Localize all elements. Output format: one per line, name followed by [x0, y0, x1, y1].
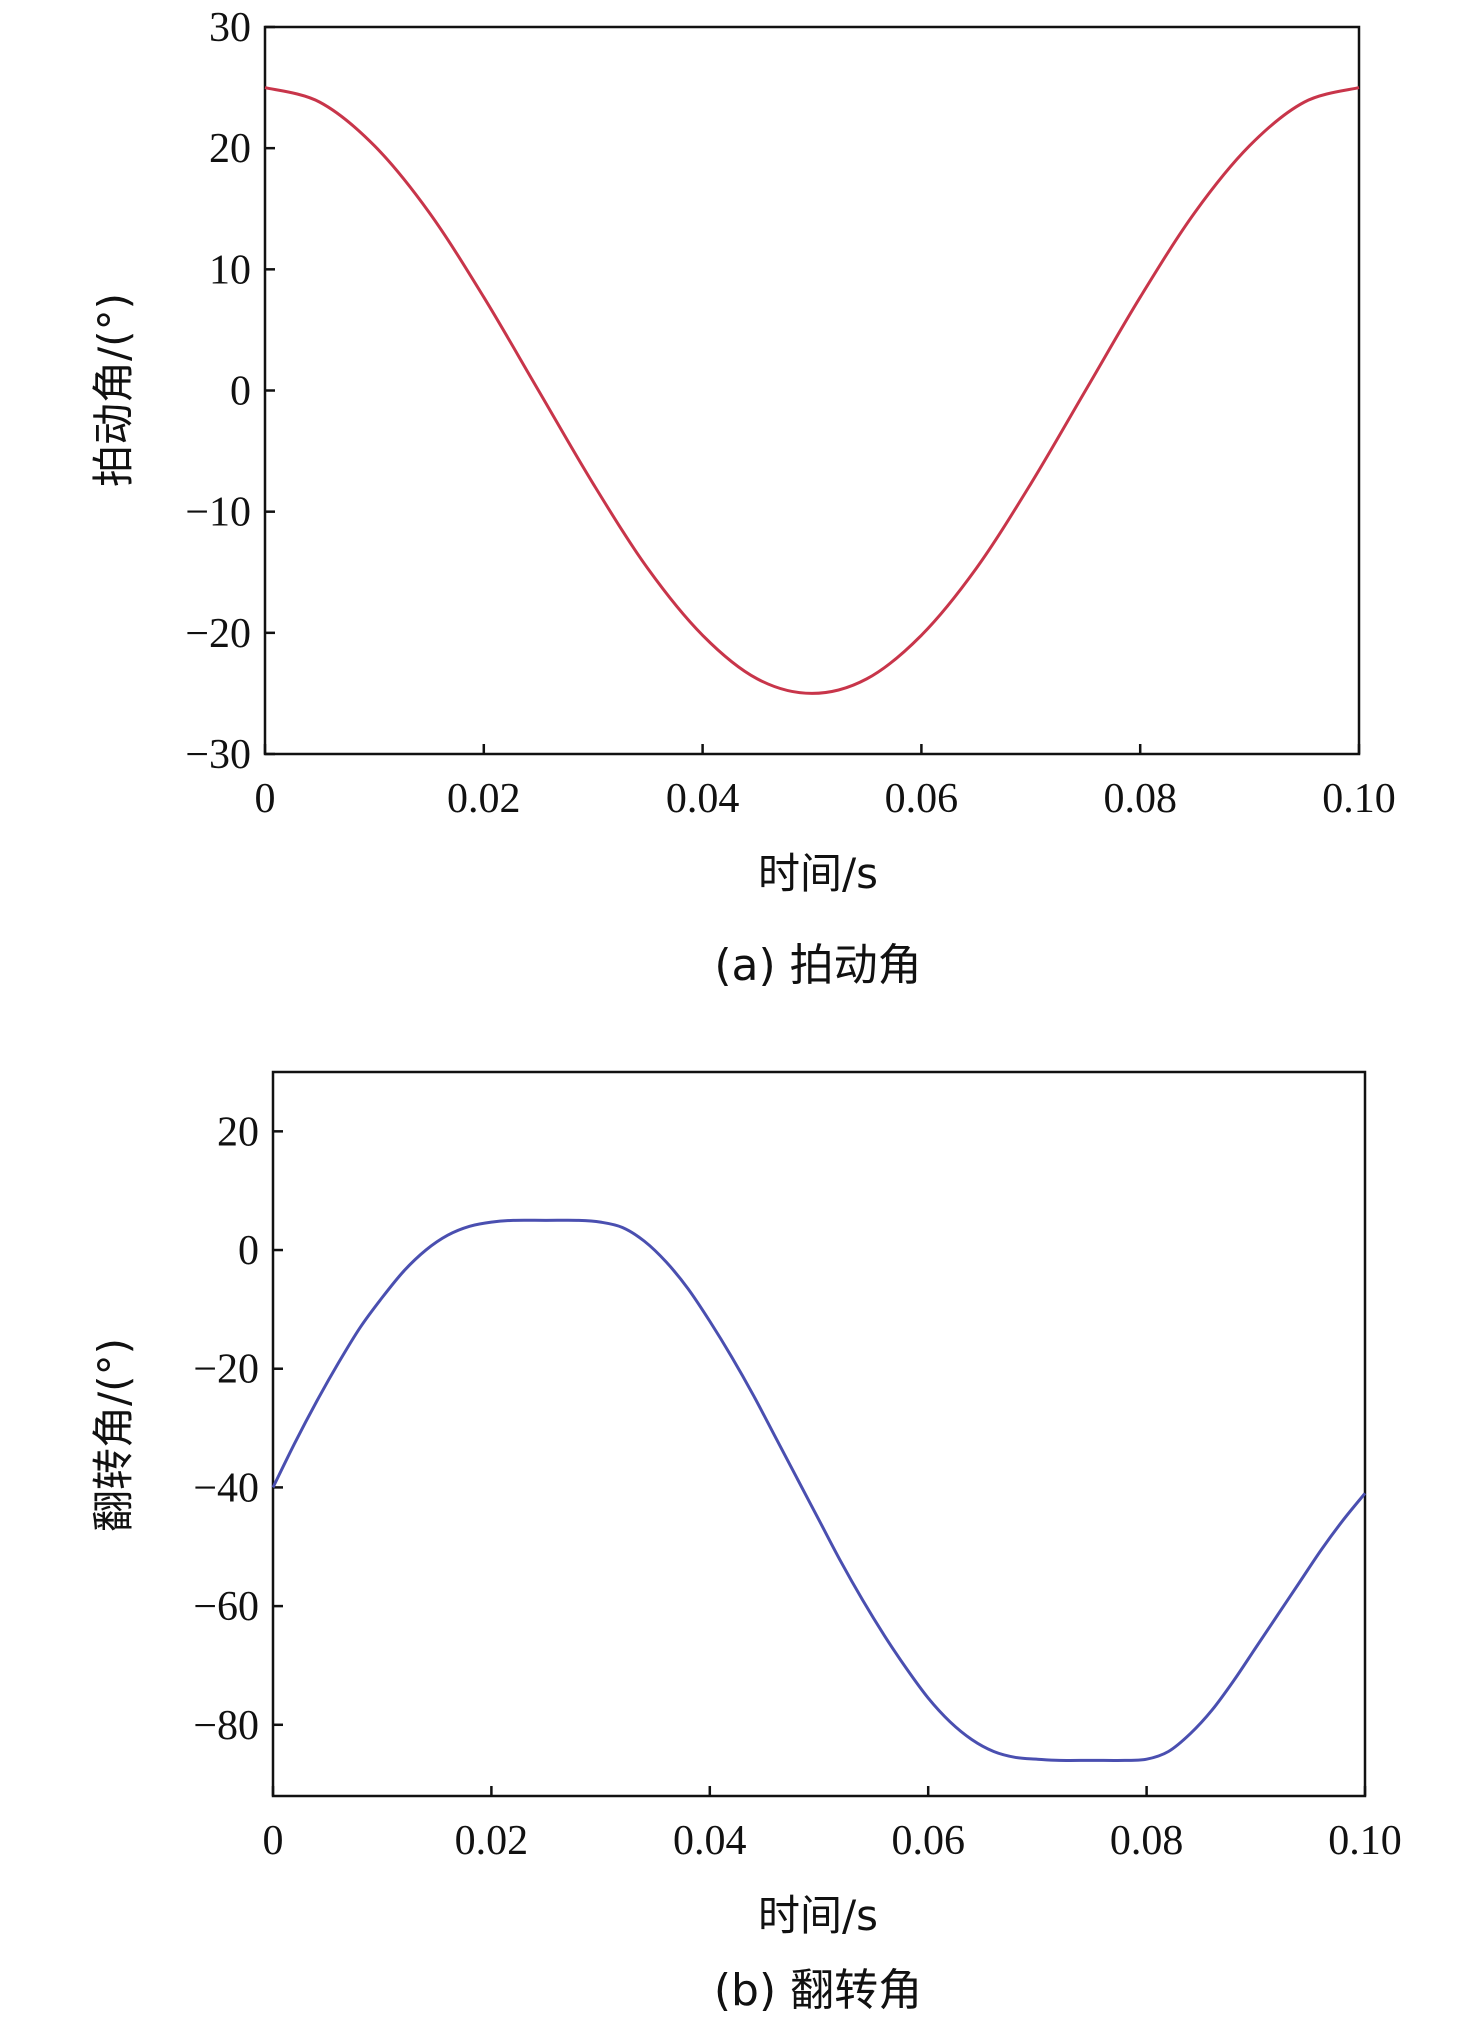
x-tick-label: 0.10: [1328, 1818, 1402, 1864]
y-tick-label: −10: [185, 490, 251, 536]
flapping-angle-line: [264, 86, 1360, 695]
plot-frame: [263, 25, 1361, 756]
plot-frame: [271, 1070, 1367, 1798]
x-tick-label: 0.08: [1110, 1818, 1184, 1864]
y-tick-labels: −30 −20 −10 0 10 20 30: [185, 5, 251, 778]
y-tick-label: 20: [217, 1109, 259, 1155]
y-tick-label: −40: [193, 1465, 259, 1511]
x-tick-label: 0.06: [891, 1818, 965, 1864]
y-tick-label: 30: [209, 5, 251, 51]
y-tick-label: −20: [193, 1347, 259, 1393]
chart-roll-angle: −80 −60 −40 −20 0 20 0 0.02 0.04 0.06 0.08 0.10 翻转…: [89, 1070, 1402, 2016]
x-axis-label: 时间/s: [758, 1891, 878, 1940]
caption: (a) 拍动角: [714, 940, 921, 991]
y-tick-label: 10: [209, 247, 251, 293]
x-tick-label: 0.08: [1103, 776, 1177, 822]
x-tick-label: 0.10: [1322, 776, 1396, 822]
x-tick-labels: 0 0.02 0.04 0.06 0.08 0.10: [255, 776, 1396, 822]
y-tick-label: −30: [185, 732, 251, 778]
x-tick-label: 0.04: [673, 1818, 747, 1864]
roll-angle-line: [271, 1218, 1367, 1762]
x-ticks: [263, 25, 1361, 756]
x-tick-label: 0.02: [455, 1818, 529, 1864]
y-tick-label: −60: [193, 1584, 259, 1630]
y-tick-label: −80: [193, 1703, 259, 1749]
x-tick-label: 0.04: [666, 776, 740, 822]
y-tick-label: 0: [230, 369, 251, 415]
x-tick-label: 0.06: [885, 776, 959, 822]
caption: (b) 翻转角: [714, 1965, 922, 2016]
x-tick-labels: 0 0.02 0.04 0.06 0.08 0.10: [263, 1818, 1402, 1864]
y-tick-label: 20: [209, 126, 251, 172]
chart-flapping-angle: −30 −20 −10 0 10 20 30 0 0.02 0.04 0.06 0.08 0.10 拍…: [89, 5, 1396, 991]
y-axis-label: 翻转角/(°): [89, 1338, 138, 1532]
y-tick-label: −20: [185, 611, 251, 657]
y-tick-label: 0: [238, 1228, 259, 1274]
x-axis-label: 时间/s: [758, 849, 878, 898]
x-tick-label: 0: [255, 776, 276, 822]
y-tick-labels: −80 −60 −40 −20 0 20: [193, 1109, 259, 1748]
x-tick-label: 0: [263, 1818, 284, 1864]
y-axis-label: 拍动角/(°): [89, 293, 138, 487]
x-tick-label: 0.02: [447, 776, 521, 822]
x-ticks: [271, 1130, 1367, 1796]
